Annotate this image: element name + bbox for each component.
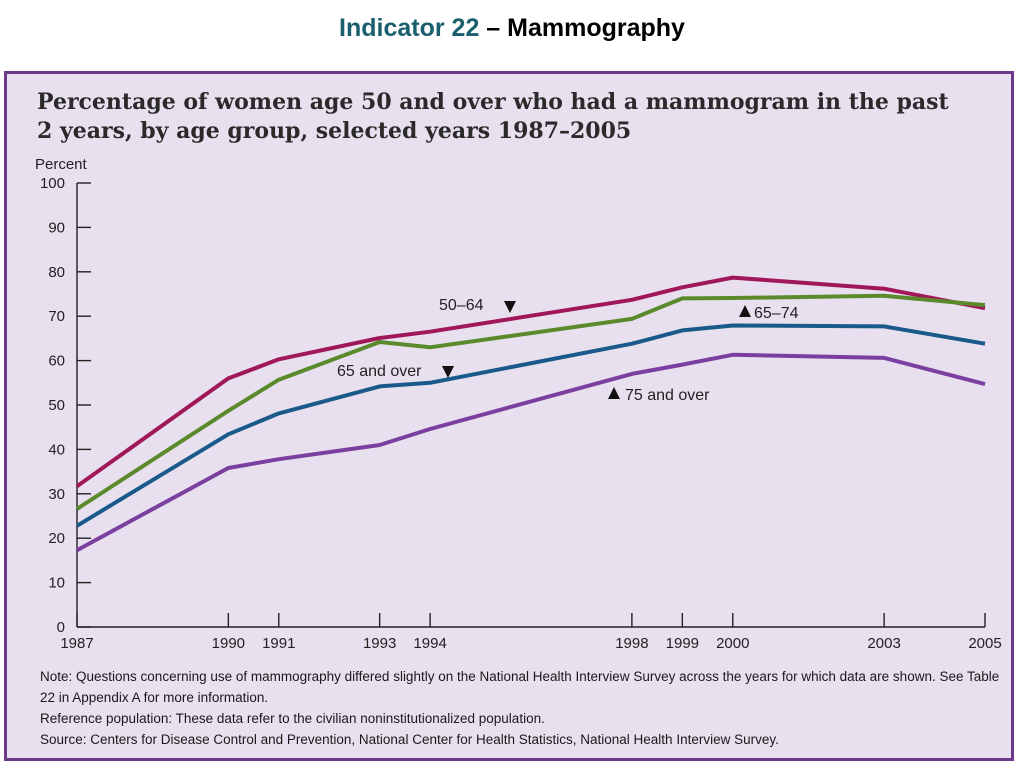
x-tick-label: 1987 — [60, 635, 93, 652]
y-tick-label: 90 — [48, 219, 65, 236]
y-tick-label: 30 — [48, 486, 65, 503]
slide-title-indicator: Indicator 22 — [339, 14, 480, 42]
series-line-65-and-over — [75, 323, 986, 528]
y-tick-label: 0 — [57, 619, 65, 636]
x-tick-label: 1991 — [262, 635, 295, 652]
series-label-4: 75 and over — [625, 387, 710, 404]
x-tick-label: 1990 — [212, 635, 245, 652]
up-triangle-marker — [739, 305, 751, 317]
note-text: Note: Questions concerning use of mammog… — [40, 669, 1000, 705]
series-line-75-and-over — [76, 352, 986, 552]
y-tick-label: 80 — [48, 264, 65, 281]
reference-population-text: Reference population: These data refer t… — [40, 711, 545, 726]
down-triangle-marker — [504, 301, 516, 313]
y-tick-label: 40 — [48, 441, 65, 458]
down-triangle-marker — [442, 366, 454, 378]
source-text: Source: Centers for Disease Control and … — [40, 732, 779, 747]
x-tick-label: 2005 — [968, 635, 1001, 652]
series-line-65-74 — [75, 293, 986, 511]
x-tick-label: 1993 — [363, 635, 396, 652]
up-triangle-marker — [608, 387, 620, 399]
x-tick-label: 1998 — [615, 635, 648, 652]
y-tick-label: 20 — [48, 530, 65, 547]
y-tick-label: 10 — [48, 575, 65, 592]
x-tick-label: 2000 — [716, 635, 749, 652]
y-tick-label: 100 — [40, 175, 65, 192]
series-label-2: 65–74 — [754, 305, 799, 322]
chart-notes: Note: Questions concerning use of mammog… — [40, 666, 1000, 750]
y-tick-label: 60 — [48, 353, 65, 370]
slide-title: Indicator 22 – Mammography — [0, 14, 1024, 43]
x-tick-label: 1994 — [413, 635, 446, 652]
chart-panel: Percentage of women age 50 and over who … — [4, 71, 1014, 761]
series-label-1: 50–64 — [439, 297, 484, 314]
y-tick-label: 50 — [48, 397, 65, 414]
y-tick-label: 70 — [48, 308, 65, 325]
line-chart: Percent 0 10 20 30 40 50 60 70 80 90 100 1987 1990 199… — [35, 156, 1002, 652]
series-label-3: 65 and over — [337, 363, 422, 380]
y-axis-label: Percent — [35, 156, 88, 173]
x-tick-label: 1999 — [666, 635, 699, 652]
chart-title: Percentage of women age 50 and over who … — [37, 89, 949, 144]
series-line-50-64 — [75, 275, 986, 488]
slide-title-topic: – Mammography — [479, 14, 685, 42]
x-tick-label: 2003 — [867, 635, 900, 652]
